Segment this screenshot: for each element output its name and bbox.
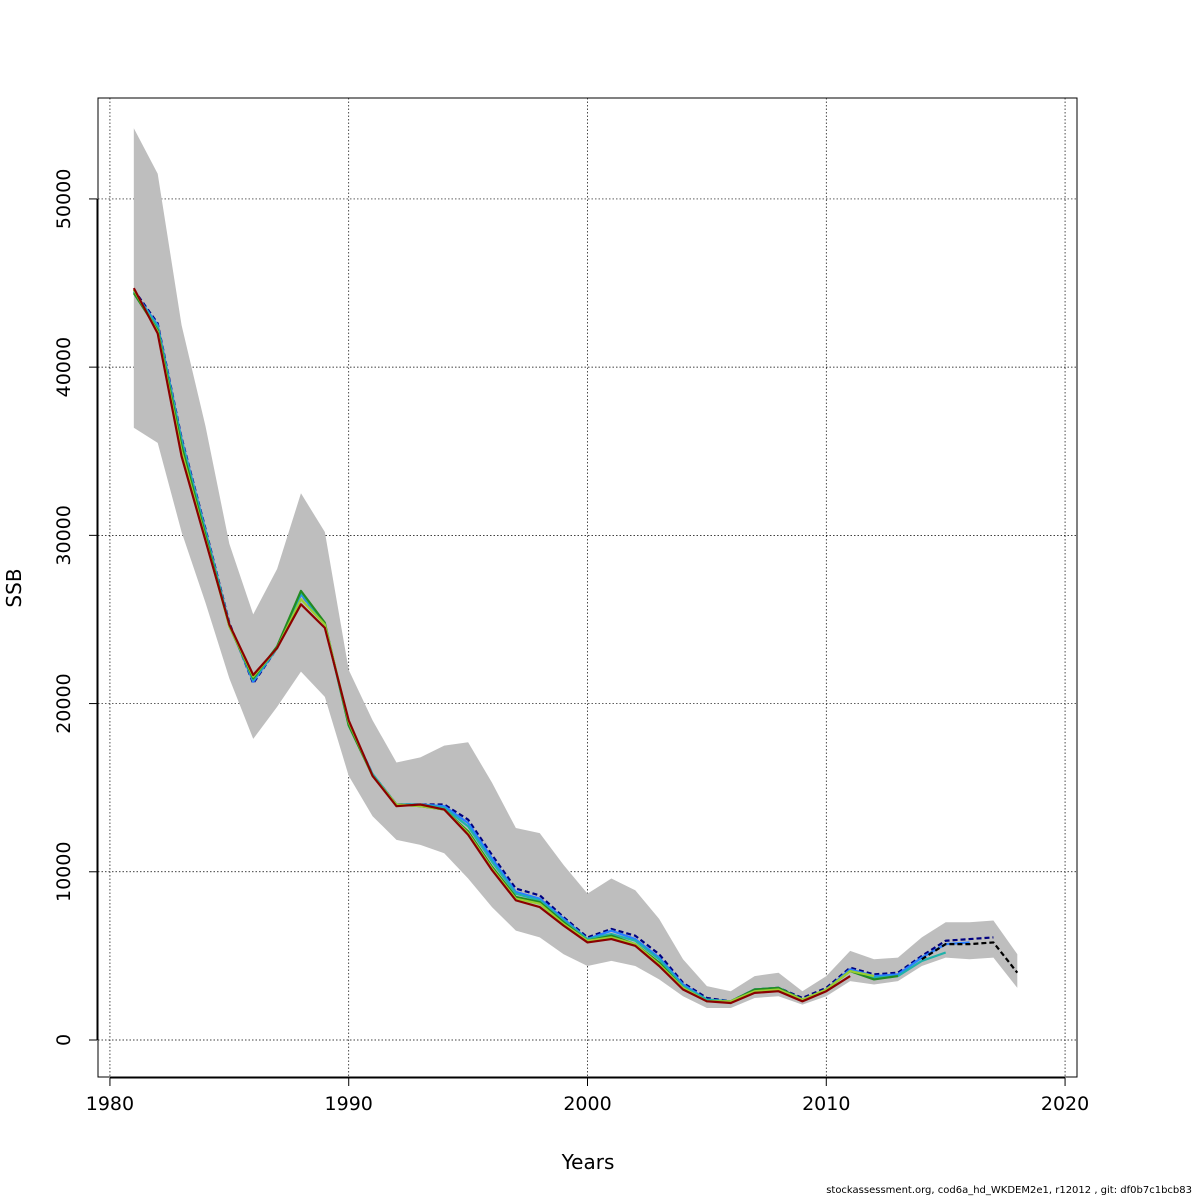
y-tick-label-50000: 50000 — [53, 169, 75, 229]
confidence-band — [133, 128, 1018, 1009]
y-tick-label-10000: 10000 — [53, 842, 75, 902]
y-tick-label-30000: 30000 — [53, 505, 75, 565]
x-tick-label-2010: 2010 — [802, 1093, 850, 1115]
footer-credit: stockassessment.org, cod6a_hd_WKDEM2e1, … — [826, 1185, 1192, 1196]
x-tick-label-2020: 2020 — [1041, 1093, 1089, 1115]
series-line-7 — [921, 941, 1019, 974]
axes: 1980 1990 2000 2010 2020 0 10000 20000 30000 4000… — [53, 169, 1089, 1115]
x-tick-label-1980: 1980 — [86, 1093, 134, 1115]
series-line-6 — [132, 287, 851, 1005]
y-axis-title: SSB — [2, 568, 26, 607]
series-lines-layer — [132, 287, 1019, 1005]
y-tick-label-20000: 20000 — [53, 673, 75, 733]
x-tick-label-2000: 2000 — [563, 1093, 611, 1115]
x-tick-label-1990: 1990 — [325, 1093, 373, 1115]
y-tick-label-0: 0 — [53, 1034, 75, 1046]
confidence-band-layer — [133, 128, 1018, 1009]
plot-border — [97, 97, 1078, 1078]
y-tick-label-40000: 40000 — [53, 337, 75, 397]
x-axis-title: Years — [561, 1150, 615, 1174]
